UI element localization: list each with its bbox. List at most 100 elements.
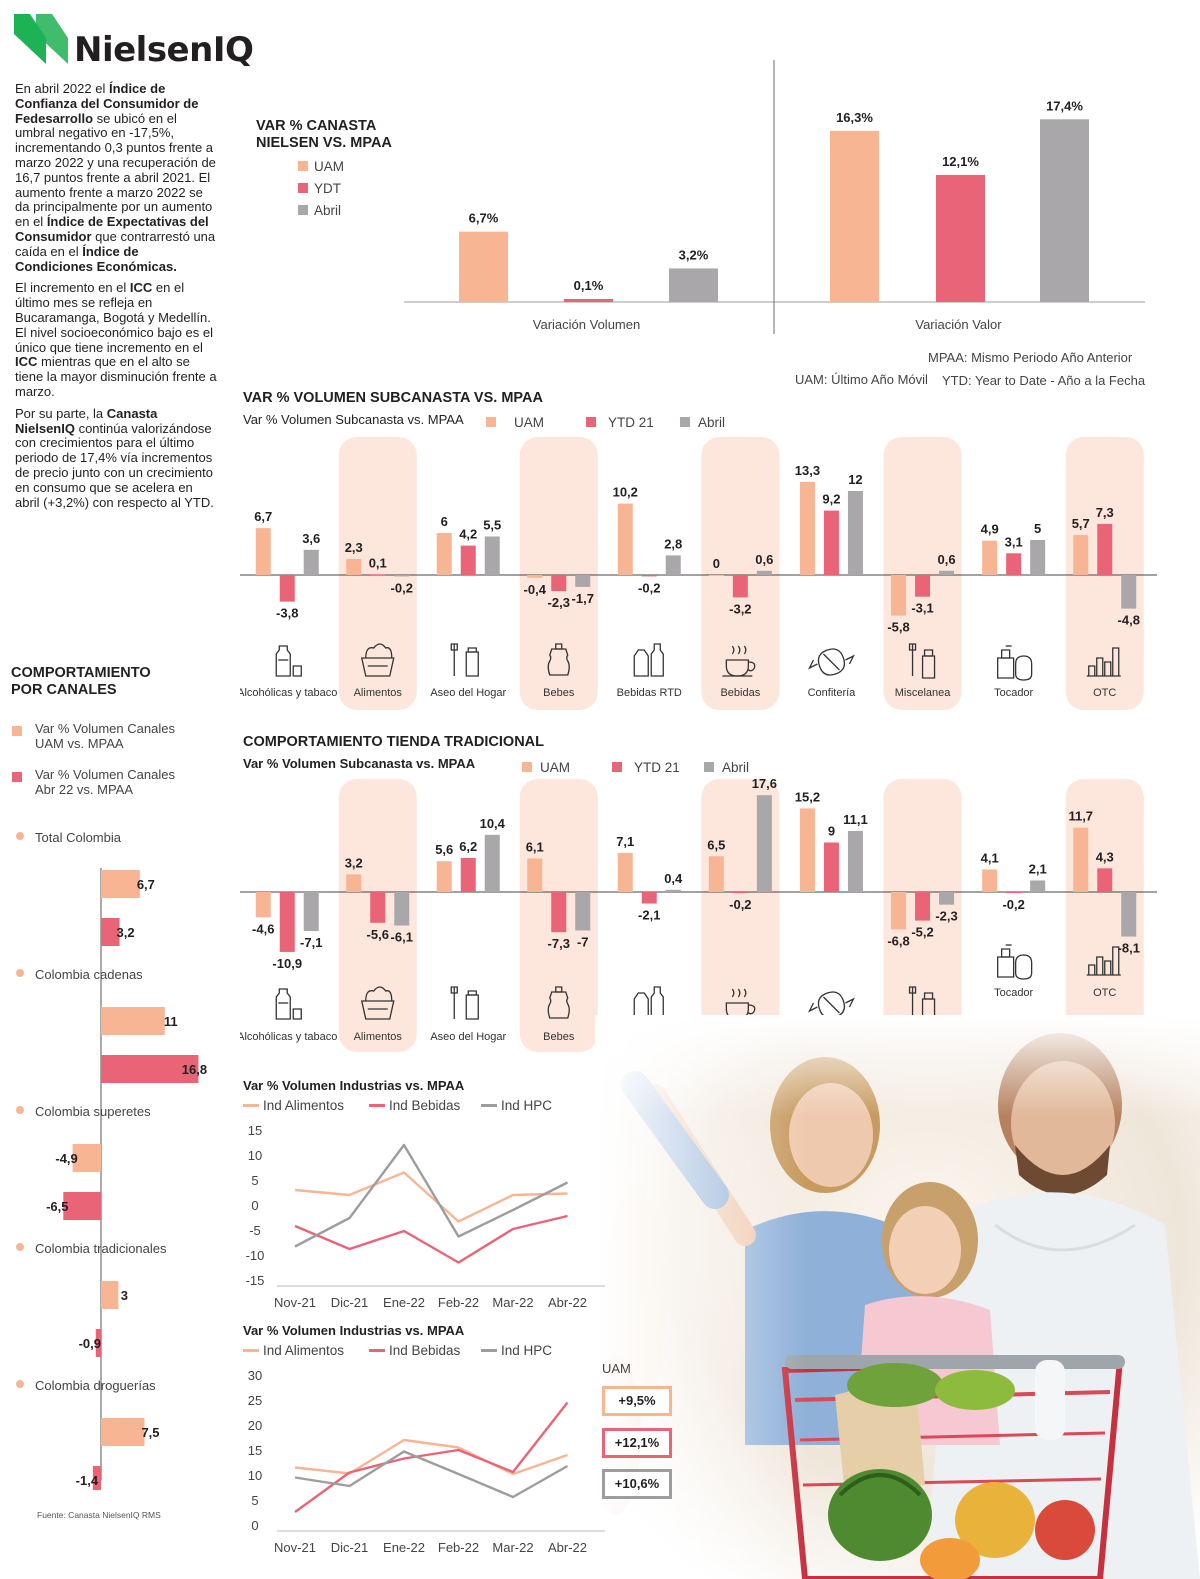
data-label: 5 xyxy=(1034,521,1041,536)
canasta-legend: UAM YDT Abril xyxy=(298,158,344,224)
bullet-dot xyxy=(16,832,24,840)
bar-ytd-21 xyxy=(1097,868,1113,892)
data-label: -4,9 xyxy=(55,1151,77,1166)
y-tick-label: 10 xyxy=(248,1148,262,1163)
data-label: 0 xyxy=(713,556,720,571)
legend-line-alimentos xyxy=(243,1349,259,1353)
pharmacy-bars-icon xyxy=(1086,946,1121,976)
tienda-title: COMPORTAMIENTO TIENDA TRADICIONAL xyxy=(243,734,544,750)
bar-abril xyxy=(484,536,500,575)
x-tick-label: Abr-22 xyxy=(548,1295,587,1310)
legend-label: Ind Alimentos xyxy=(263,1343,345,1358)
data-label: -2,1 xyxy=(638,908,660,923)
bar-ytd-21 xyxy=(460,545,476,575)
x-tick-label: Nov-21 xyxy=(274,1540,316,1555)
bar-uam xyxy=(255,892,271,918)
data-label: 3,2 xyxy=(345,855,363,870)
x-tick-label: Nov-21 xyxy=(274,1295,316,1310)
industrias-2-legend: Ind Alimentos Ind Bebidas Ind HPC xyxy=(243,1342,552,1360)
bar-canal xyxy=(95,1329,101,1357)
data-label: -7 xyxy=(577,935,589,950)
bar-uam xyxy=(459,231,508,302)
y-tick-label: 30 xyxy=(248,1368,262,1383)
data-label: 5,7 xyxy=(1072,516,1090,531)
drink-bottles-icon xyxy=(633,643,664,677)
tienda-subtitle: Var % Volumen Subcanasta vs. MPAA xyxy=(243,756,476,771)
intro-text-run: El incremento en el xyxy=(15,280,130,296)
category-label: Variación Volumen xyxy=(533,317,640,332)
legend-item-ytd: YTD 21 xyxy=(586,414,680,432)
bar-ytd-21 xyxy=(370,574,386,576)
data-label: 2,8 xyxy=(664,536,682,551)
food-basket-icon xyxy=(360,986,395,1020)
soap-sponge-icon xyxy=(997,645,1033,681)
bar-abril xyxy=(1121,892,1137,937)
data-label: -10,9 xyxy=(272,956,302,971)
bar-canal xyxy=(101,1055,199,1083)
x-tick-label: Mar-22 xyxy=(492,1295,533,1310)
data-label: 16,3% xyxy=(836,110,873,125)
data-label: 5,5 xyxy=(483,518,501,533)
data-label: -3,1 xyxy=(911,601,933,616)
subcanasta-title: VAR % VOLUMEN SUBCANASTA VS. MPAA xyxy=(243,390,543,406)
x-tick-label: Feb-22 xyxy=(438,1540,479,1555)
category-label: Bebidas RTD xyxy=(617,687,682,699)
canasta-title: VAR % CANASTA NIELSEN VS. MPAA xyxy=(256,118,392,151)
bar-abril xyxy=(669,268,718,302)
bar-abril xyxy=(575,892,591,931)
legend-item-hpc: Ind HPC xyxy=(481,1342,552,1360)
bar-ytd-21 xyxy=(1006,892,1022,894)
legend-item-abril: Abril xyxy=(680,414,725,432)
legend-swatch-abril xyxy=(680,417,690,427)
canales-legend-1: Var % Volumen Canales UAM vs. MPAA xyxy=(12,721,192,751)
bar-abril xyxy=(756,795,772,892)
data-label: 6 xyxy=(441,514,448,529)
data-label: -2,3 xyxy=(935,909,957,924)
data-label: 3,2 xyxy=(117,925,135,940)
data-label: 2,3 xyxy=(345,540,363,555)
bar-abril xyxy=(394,892,410,926)
cleaning-products-icon xyxy=(450,643,479,677)
intro-text-run: mientras que en el alto se tiene la mayo… xyxy=(15,354,217,399)
bar-uam xyxy=(830,130,879,302)
data-label: 0,4 xyxy=(664,871,683,886)
y-tick-label: -5 xyxy=(249,1223,261,1238)
uam-label: UAM xyxy=(602,1361,631,1376)
bar-uam xyxy=(617,503,633,575)
bar-uam xyxy=(527,858,543,892)
category-label: Colombia droguerías xyxy=(35,1378,156,1393)
data-label: 10,4 xyxy=(480,816,506,831)
data-label: 3,1 xyxy=(1005,534,1023,549)
data-label: 12,1% xyxy=(942,154,979,169)
category-highlight-panel xyxy=(519,437,598,710)
data-label: -0,2 xyxy=(638,580,660,595)
coffee-cup-icon xyxy=(722,645,756,677)
legend-swatch-abril xyxy=(704,762,714,772)
data-label: -5,6 xyxy=(367,927,389,942)
data-label: 7,1 xyxy=(616,834,634,849)
industrias-1-title: Var % Volumen Industrias vs. MPAA xyxy=(243,1078,465,1093)
canales-legend-2: Var % Volumen Canales Abr 22 vs. MPAA xyxy=(12,767,192,797)
data-label: -4,8 xyxy=(1118,613,1140,628)
legend-line-hpc xyxy=(481,1349,497,1353)
data-label: -5,8 xyxy=(887,620,909,635)
brand-logo: NielsenIQ xyxy=(14,12,274,72)
industrias-2-chart: 30 25 20 15 10 5 0 Nov-21 Dic-21 Ene-22 Feb-22 Mar-… xyxy=(248,1368,605,1555)
y-tick-label: 10 xyxy=(248,1468,262,1483)
data-label: 6,7 xyxy=(254,509,272,524)
uam-box-alimentos: +9,5% xyxy=(602,1386,672,1416)
data-label: 9,2 xyxy=(822,492,840,507)
intro-text-run: ICC xyxy=(15,354,38,370)
uam-box-hpc: +10,6% xyxy=(602,1469,672,1499)
category-label: Variación Valor xyxy=(915,317,1002,332)
category-label: Bebidas xyxy=(720,687,760,699)
x-tick-label: Ene-22 xyxy=(383,1540,425,1555)
data-label: 10,2 xyxy=(613,485,638,500)
data-label: -8,1 xyxy=(1118,941,1140,956)
legend-swatch-uam xyxy=(298,161,308,171)
tienda-legend: UAM YTD 21 Abril xyxy=(522,759,749,777)
category-label: OTC xyxy=(1093,987,1116,999)
intro-text-run: Índice de Confianza del Consumidor de Fe… xyxy=(15,81,199,126)
legend-item-bebidas: Ind Bebidas xyxy=(369,1342,481,1360)
y-tick-label: -15 xyxy=(246,1273,265,1288)
